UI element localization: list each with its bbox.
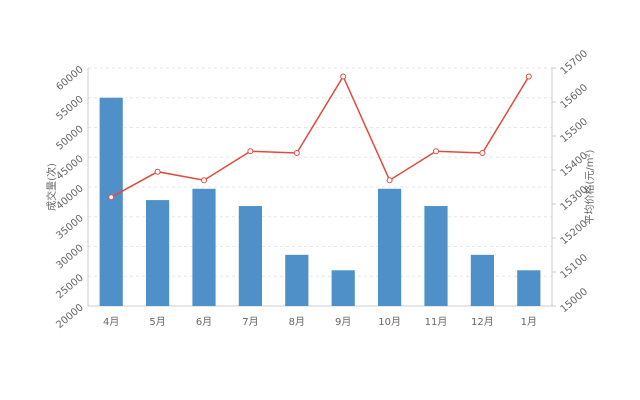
y-axis-label: 成交量(次) [45,163,58,211]
x-tick-label: 11月 [425,316,448,328]
point [108,194,115,201]
y2-tick-label: 15500 [559,116,590,145]
line [110,74,530,198]
bar [470,254,494,306]
bar [192,188,216,306]
point [340,73,347,80]
bar [517,270,541,306]
x-tick-label: 1月 [521,316,537,328]
point [154,168,161,175]
y2-tick-label: 15100 [559,252,590,281]
point [201,177,207,184]
y-tick-label: 45000 [54,153,85,182]
bar [331,270,355,306]
x-tick-label: 5月 [149,316,165,328]
bar [238,206,262,306]
x-tick-label: 4月 [103,316,119,328]
bar [146,200,170,306]
x-tick-label: 7月 [242,316,258,328]
y-tick-label: 55000 [54,94,85,123]
y2-tick-label: 15200 [559,218,590,247]
point [525,73,532,80]
y-tick-label: 30000 [54,243,85,272]
x-tick-label: 12月 [471,316,494,328]
point [433,148,439,155]
x-tick-label: 9月 [335,316,351,328]
y-tick-label: 50000 [54,124,85,153]
bar [285,254,309,306]
point [247,148,254,155]
y2-tick-label: 15700 [559,48,590,77]
point [386,177,393,184]
y-tick-label: 35000 [54,213,85,242]
y2-tick-label: 15000 [559,286,590,315]
x-tick-label: 8月 [289,316,305,328]
point [293,150,300,156]
y2-axis-label: 平均价格(元/m²) [583,149,596,224]
y-tick-label: 40000 [54,183,85,212]
x-tick-label: 10月 [378,316,401,328]
y-tick-label: 60000 [54,64,85,93]
y2-tick-label: 15600 [559,82,590,111]
bar [378,188,402,306]
bar [424,206,448,306]
bar [99,97,123,306]
x-tick-label: 6月 [196,316,212,328]
point [479,150,486,156]
y-tick-label: 25000 [54,272,85,301]
y-tick-label: 20000 [54,302,85,331]
